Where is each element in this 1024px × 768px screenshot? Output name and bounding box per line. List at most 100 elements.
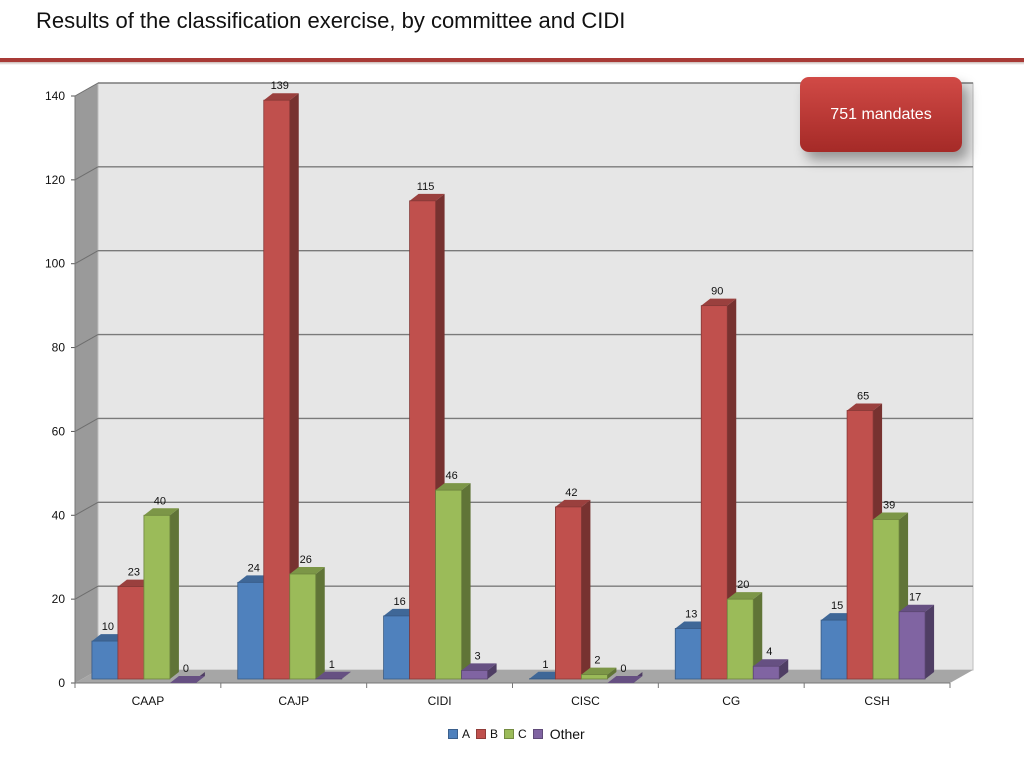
bar [435,483,471,680]
data-label: 24 [248,562,260,574]
chart-legend: A B C Other [448,724,591,744]
bar-front [409,200,436,680]
bar-side [607,667,617,679]
data-label: 4 [766,646,772,658]
bar [263,93,299,680]
y-tick-label: 80 [52,341,66,355]
data-label: 39 [883,499,895,511]
data-label: 42 [565,487,577,499]
chart-side-wall [75,83,98,683]
bar-top [169,676,205,683]
bar-side [341,671,351,679]
legend-label-a: A [462,727,471,741]
data-label: 40 [154,495,166,507]
y-tick-label: 20 [52,592,66,606]
gridline-side [74,250,99,265]
legend-item-b: B [476,727,498,741]
bar-front [555,506,582,680]
bar-front [237,581,265,680]
bar-side [779,659,789,679]
legend-item-other: Other [532,726,585,742]
legend-item-c: C [504,727,527,741]
bar-side [169,508,179,679]
data-label: 17 [909,592,921,604]
x-tick-label: CAAP [132,694,165,708]
legend-label-other: Other [549,726,585,742]
x-tick-label: CAJP [278,694,309,708]
bar-front [117,586,145,680]
bar-top [315,671,351,679]
data-label: 139 [271,80,289,92]
mandates-badge: 751 mandates [800,77,962,152]
bar-front [461,670,488,680]
gridline-side [74,585,99,600]
bar-top [263,93,299,101]
legend-label-c: C [518,727,527,741]
title-divider [0,58,1024,62]
x-tick-label: CIDI [428,694,452,708]
mandates-badge-text: 751 mandates [830,105,932,123]
data-label: 115 [417,181,435,193]
data-label: 10 [102,621,114,633]
chart-back-wall [97,82,974,671]
bar-side [487,663,497,679]
data-label: 0 [183,663,189,675]
legend-swatch-a [448,729,458,739]
bar-front [872,519,900,680]
x-tick-label: CG [722,694,740,708]
legend-item-a: A [448,727,470,741]
data-label: 16 [393,596,405,608]
bar [752,659,789,680]
bar-front [383,615,410,680]
legend-swatch-c [504,729,515,739]
bar-front [820,619,848,680]
legend-swatch-b [476,729,487,739]
data-label: 13 [685,608,697,620]
gridline-side [74,82,99,97]
data-label: 15 [831,600,843,612]
gridline-side [74,334,99,349]
bar-front [700,305,728,680]
bar-top [701,298,737,306]
bar [726,592,763,680]
bar [143,508,179,680]
data-label: 1 [542,659,548,671]
bar-top [873,512,909,520]
bar [555,499,591,680]
legend-swatch-other [532,729,543,739]
bar-top [607,676,643,683]
bar [461,663,497,680]
data-label: 23 [128,567,140,579]
bar-side [753,592,763,679]
y-tick-label: 60 [52,424,66,438]
data-label: 65 [857,390,869,402]
bar [289,566,325,680]
bar-top [581,667,617,675]
bar [581,667,617,680]
data-label: 2 [594,655,600,667]
y-tick-label: 120 [45,173,65,187]
y-tick-label: 140 [45,89,65,103]
bar-top [143,508,179,516]
data-label: 90 [711,286,723,298]
bar-side [581,499,591,679]
bar [315,671,351,680]
gridline-side [74,501,99,516]
gridline-side [74,417,99,432]
bar-top [899,604,935,612]
bar [169,672,205,683]
x-tick-label: CISC [571,694,600,708]
y-tick-label: 40 [52,508,66,522]
bar-front [91,640,119,680]
bar-front [674,628,702,680]
bar-top [461,663,497,671]
x-tick-label: CSH [864,694,889,708]
data-label: 3 [475,650,481,662]
bar-side [461,483,471,679]
bar-side [727,298,737,679]
bar-front [143,514,171,680]
bar-side [315,566,325,679]
bar-front [289,573,317,680]
bar-top [409,193,445,201]
